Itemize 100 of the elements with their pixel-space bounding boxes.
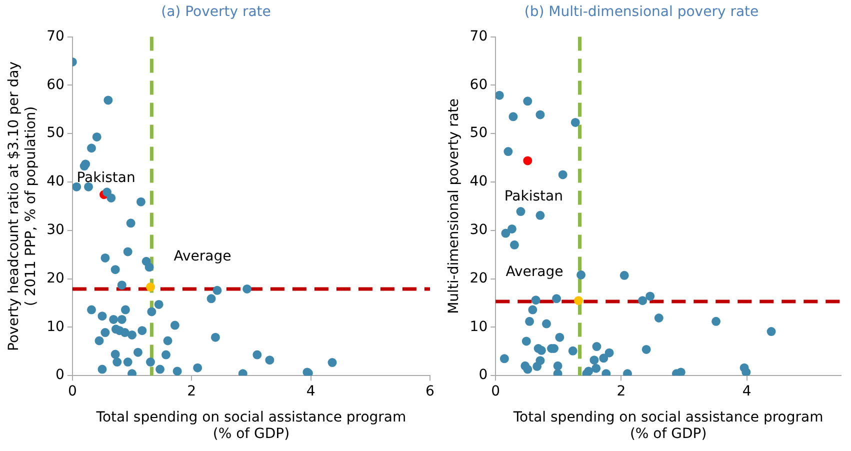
annotation: Pakistan [76,170,136,186]
point [212,286,222,295]
point [120,305,130,314]
y-tick-label: 20 [470,270,488,286]
point [106,193,116,202]
point [523,156,532,166]
point [92,132,102,142]
y-tick-label: 40 [470,174,488,190]
point [238,369,248,376]
chart-title: (a) Poverty rate [161,4,271,20]
point [542,319,551,328]
point [170,320,180,330]
point [126,218,136,228]
point [161,350,170,360]
point [590,356,599,365]
point [110,350,120,359]
y-axis-title: Poverty headcount ratio at $3.10 per day ( 2011 PPP, % of population) [6,61,39,351]
point [507,224,516,234]
y-tick-label: 50 [470,125,488,142]
point [516,207,526,216]
y-axis-title: Multi-dimensional poverty rate [446,98,462,314]
point [102,188,112,197]
y-tick-label: 30 [46,222,64,238]
point [592,364,601,373]
point [622,369,632,376]
point [584,366,594,376]
point [523,364,532,374]
x-tick-label: 4 [742,384,752,400]
point [123,358,132,367]
point [510,240,519,250]
x-tick-label: 6 [426,384,435,400]
point [504,147,513,156]
x-tick-label: 2 [616,384,626,400]
point [536,210,545,220]
point [523,96,532,106]
point [742,368,751,376]
point [156,364,165,374]
point [265,356,274,365]
point [654,314,664,323]
point [94,336,104,346]
point [642,344,651,354]
point [536,346,546,355]
point [112,358,122,367]
point [496,90,504,100]
point [136,197,146,206]
point [193,363,202,372]
point [84,182,94,192]
point [120,328,130,338]
point [592,342,602,352]
point [676,368,686,376]
point [646,292,655,301]
point [128,330,137,340]
point [144,262,154,272]
point [536,356,545,366]
x-axis-title: Total spending on social assistance program (% of GDP) [95,409,406,442]
point [568,346,578,356]
y-tick-label: 10 [470,318,488,335]
point [522,336,531,346]
annotation: Average [174,248,232,265]
point [552,294,562,304]
point [528,305,538,314]
y-tick-label: 50 [46,125,64,142]
point [525,316,534,326]
annotation: Pakistan [504,188,563,204]
point [602,369,611,376]
y-tick-label: 70 [470,28,488,44]
point [536,110,545,120]
point [147,307,156,316]
point [531,296,540,305]
point [620,270,629,280]
point [242,284,252,294]
point [553,361,562,370]
point [599,354,608,363]
point [501,228,510,238]
point [328,358,337,368]
y-tick-label: 70 [46,28,64,44]
point [98,364,107,374]
point [712,316,721,326]
point [86,305,96,314]
point [570,118,580,127]
point [146,282,155,292]
point [104,96,113,105]
point [553,369,562,376]
point [154,300,164,309]
point [138,326,147,336]
point [210,332,220,342]
point [172,366,182,376]
point [117,280,126,290]
point [100,328,110,338]
x-tick-label: 0 [491,384,500,400]
point [604,348,614,358]
point [100,253,110,262]
point [110,265,120,274]
point [146,358,155,367]
point [109,314,118,324]
point [123,247,132,256]
chart-title: (b) Multi-dimensional povery rate [524,4,759,20]
y-tick-label: 20 [46,270,64,286]
x-tick-label: 0 [68,384,77,400]
y-tick-label: 10 [46,318,64,335]
